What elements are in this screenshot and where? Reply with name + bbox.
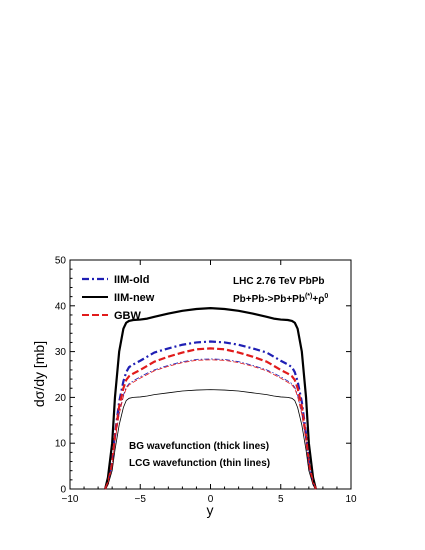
- y-tick-label-0: 0: [60, 485, 66, 496]
- series-line-iim-new-lcg: [104, 389, 317, 490]
- x-tick-label--5: −5: [135, 494, 147, 505]
- legend: IIM-old IIM-new GBW: [82, 274, 155, 322]
- note-thin-lines: LCG wavefunction (thin lines): [129, 458, 270, 469]
- note-thick-lines: BG wavefunction (thick lines): [129, 441, 269, 452]
- process-tail-superscript: 0: [324, 293, 328, 300]
- series-line-gbw: [104, 347, 317, 490]
- process-label: Pb+Pb->Pb+Pb(*)+ρ0: [233, 293, 328, 305]
- y-tick-label-30: 30: [55, 347, 67, 358]
- series-line-iim-old-lcg: [104, 358, 317, 490]
- legend-label-iim-old: IIM-old: [114, 274, 149, 286]
- x-tick-label-0: 0: [208, 494, 214, 505]
- axis-ticks: [69, 259, 352, 490]
- y-tick-label-50: 50: [55, 256, 67, 267]
- legend-label-gbw: GBW: [114, 310, 142, 322]
- y-tick-label-20: 20: [55, 393, 67, 404]
- y-tick-label-10: 10: [55, 439, 67, 450]
- y-axis-title: dσ/dy [mb]: [31, 341, 47, 407]
- x-tick-label-10: 10: [345, 494, 357, 505]
- process-tail: +ρ: [312, 294, 324, 305]
- x-tick-label-5: 5: [278, 494, 284, 505]
- process-superscript: (*): [305, 293, 312, 300]
- tick-labels: −10 −5 0 5 10 0 10 20 30 40 50: [55, 256, 357, 506]
- x-axis-title: y: [207, 502, 214, 518]
- series-lines: [104, 306, 317, 490]
- series-line-iim-old: [104, 340, 317, 490]
- legend-label-iim-new: IIM-new: [114, 292, 155, 304]
- y-tick-label-40: 40: [55, 301, 67, 312]
- x-tick-label--10: −10: [62, 494, 79, 505]
- series-line-iim-new: [104, 306, 317, 490]
- collision-label: LHC 2.76 TeV PbPb: [233, 276, 325, 287]
- process-main: Pb+Pb->Pb+Pb: [233, 294, 305, 305]
- series-line-gbw-lcg: [104, 359, 317, 490]
